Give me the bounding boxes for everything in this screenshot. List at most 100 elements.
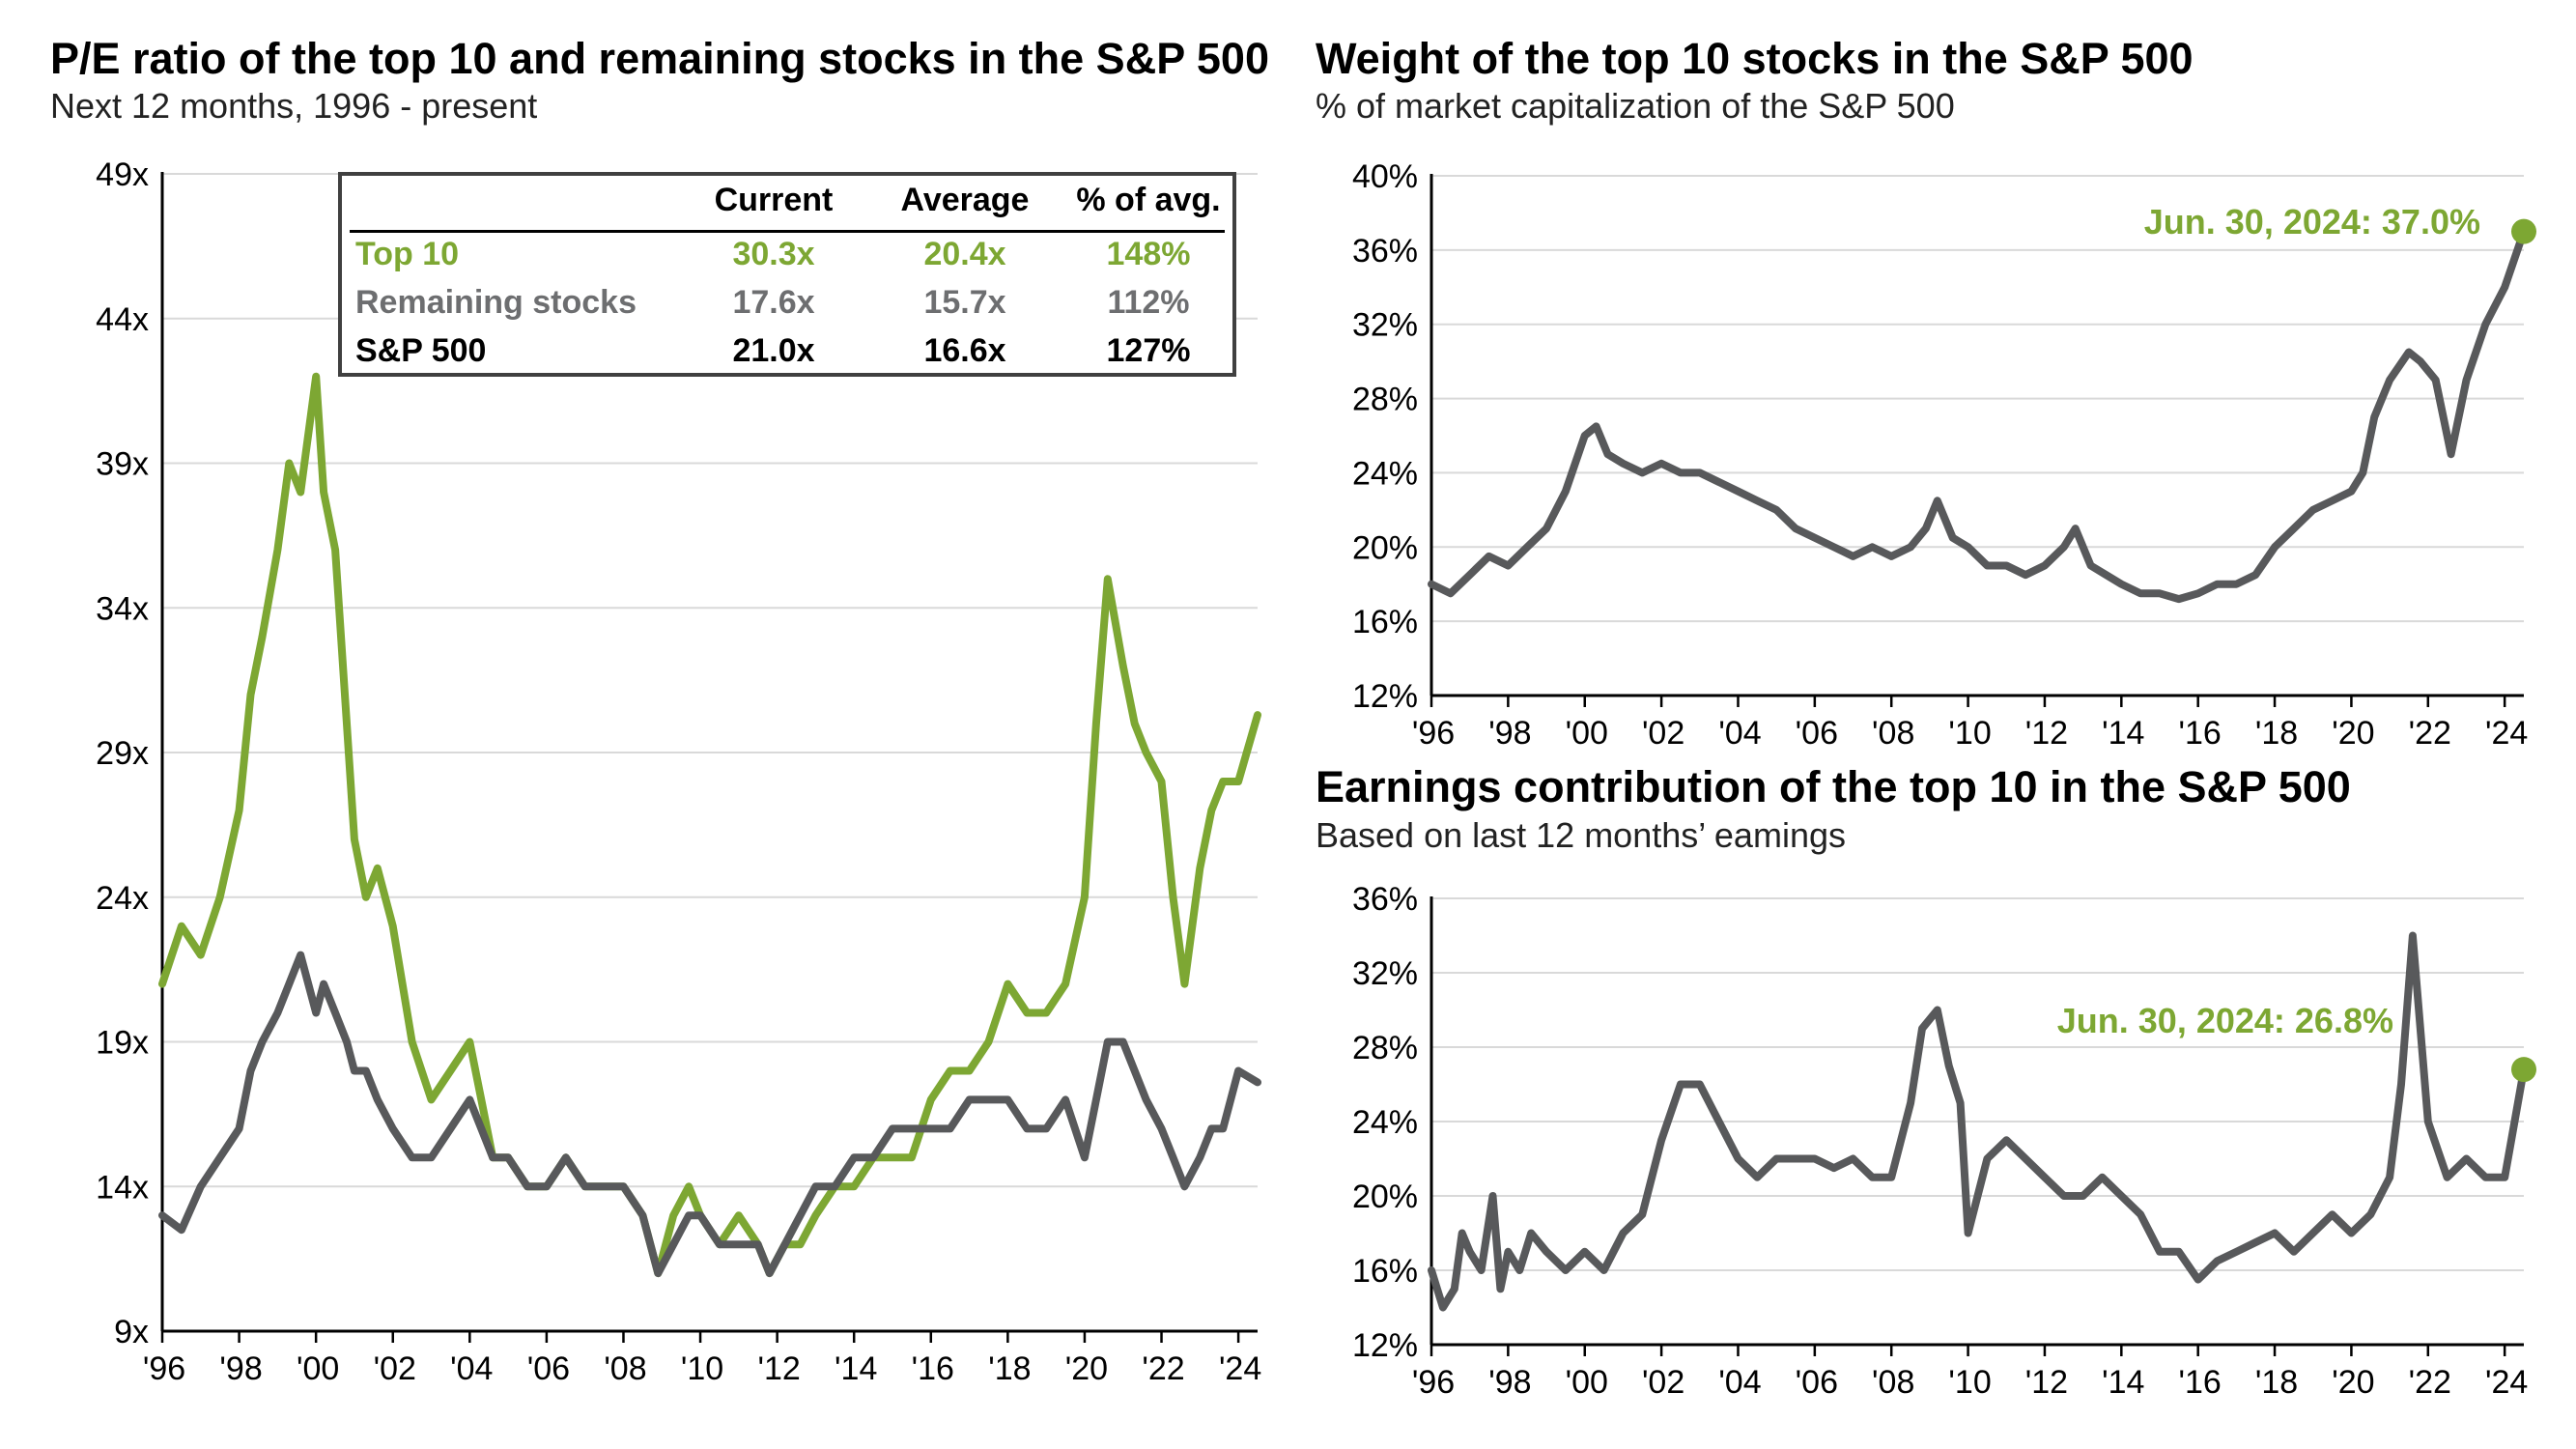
- y-tick-label: 44x: [96, 301, 149, 338]
- x-tick-label: '12: [2025, 1364, 2068, 1401]
- y-tick-label: 40%: [1352, 158, 1418, 195]
- x-tick-label: '16: [2179, 1364, 2222, 1401]
- x-tick-label: '00: [1566, 715, 1608, 752]
- x-tick-label: '12: [757, 1350, 800, 1387]
- x-tick-label: '14: [835, 1350, 877, 1387]
- series-line-0: [1428, 227, 2528, 604]
- x-tick-label: '06: [1796, 715, 1838, 752]
- latest-value-dot: [2511, 1057, 2536, 1083]
- x-tick-label: '18: [988, 1350, 1031, 1387]
- y-tick-label: 29x: [96, 735, 149, 772]
- x-tick-label: '00: [1566, 1364, 1608, 1401]
- x-tick-label: '98: [219, 1350, 262, 1387]
- x-tick-label: '20: [1065, 1350, 1108, 1387]
- y-tick-label: 16%: [1352, 1253, 1418, 1290]
- x-tick-label: '24: [2485, 715, 2528, 752]
- x-tick-label: '14: [2102, 1364, 2144, 1401]
- x-tick-label: '98: [1488, 1364, 1531, 1401]
- latest-value-annotation: Jun. 30, 2024: 26.8%: [2057, 1001, 2393, 1040]
- row-current: 21.0x: [732, 332, 815, 369]
- y-tick-label: 9x: [114, 1314, 149, 1350]
- x-tick-label: '04: [1718, 715, 1761, 752]
- x-tick-label: '08: [1872, 715, 1914, 752]
- x-tick-label: '02: [374, 1350, 416, 1387]
- series-line-1: [158, 951, 1261, 1278]
- pe-summary-table: Current Average % of avg. Top 10 30.3x 2…: [338, 172, 1236, 377]
- x-tick-label: '06: [527, 1350, 570, 1387]
- row-pct: 112%: [1107, 284, 1190, 321]
- x-tick-label: '22: [2409, 715, 2451, 752]
- x-tick-label: '10: [681, 1350, 723, 1387]
- table-row-remaining: Remaining stocks 17.6x 15.7x 112%: [342, 284, 1232, 330]
- x-tick-label: '20: [2332, 1364, 2374, 1401]
- pe-ratio-chart: 9x 14x 19x 24x 29x 34x 39x 44x 49x '96 '98 '00 '02 '0…: [96, 156, 1261, 1387]
- y-tick-label: 39x: [96, 446, 149, 483]
- table-row-sp500: S&P 500 21.0x 16.6x 127%: [342, 332, 1232, 379]
- x-tick-label: '96: [1412, 715, 1455, 752]
- x-tick-label: '24: [2485, 1364, 2528, 1401]
- earnings-chart-title: Earnings contribution of the top 10 in t…: [1316, 762, 2351, 811]
- series-line-0: [1428, 931, 2528, 1312]
- earnings-chart-subtitle: Based on last 12 months’ eamings: [1316, 815, 1846, 855]
- y-tick-label: 36%: [1352, 881, 1418, 918]
- pe-chart-title: P/E ratio of the top 10 and remaining st…: [50, 34, 1269, 83]
- y-tick-label: 24%: [1352, 1104, 1418, 1141]
- x-tick-label: '06: [1796, 1364, 1838, 1401]
- table-header-divider: [350, 230, 1225, 233]
- table-row-top10: Top 10 30.3x 20.4x 148%: [342, 236, 1232, 282]
- x-tick-label: '04: [450, 1350, 493, 1387]
- top10-weight-chart: 12% 16% 20% 24% 28% 32% 36% 40% '96 '98 '00 '02 '04 '…: [1352, 158, 2536, 752]
- y-tick-label: 20%: [1352, 529, 1418, 566]
- row-name: S&P 500: [355, 332, 487, 369]
- x-tick-label: '22: [2409, 1364, 2451, 1401]
- table-header-row: Current Average % of avg.: [342, 182, 1232, 228]
- y-tick-label: 24x: [96, 880, 149, 917]
- x-tick-label: '08: [604, 1350, 646, 1387]
- y-tick-label: 36%: [1352, 233, 1418, 270]
- x-tick-label: '18: [2255, 715, 2298, 752]
- x-tick-label: '08: [1872, 1364, 1914, 1401]
- y-tick-label: 19x: [96, 1025, 149, 1062]
- y-tick-label: 12%: [1352, 678, 1418, 715]
- row-current: 17.6x: [732, 284, 815, 321]
- latest-value-dot: [2511, 218, 2536, 244]
- y-tick-label: 32%: [1352, 955, 1418, 992]
- weight-chart-subtitle: % of market capitalization of the S&P 50…: [1316, 86, 1955, 126]
- row-average: 20.4x: [923, 236, 1006, 272]
- series-line-0: [158, 372, 1261, 1278]
- y-tick-label: 12%: [1352, 1327, 1418, 1364]
- y-tick-label: 24%: [1352, 455, 1418, 492]
- x-tick-label: '10: [1948, 1364, 1991, 1401]
- row-current: 30.3x: [732, 236, 815, 272]
- header-current: Current: [714, 182, 834, 218]
- x-tick-label: '98: [1488, 715, 1531, 752]
- row-pct: 148%: [1106, 236, 1191, 272]
- x-tick-label: '02: [1642, 1364, 1684, 1401]
- x-tick-label: '12: [2025, 715, 2068, 752]
- x-tick-label: '96: [143, 1350, 185, 1387]
- x-tick-label: '10: [1948, 715, 1991, 752]
- x-tick-label: '22: [1142, 1350, 1184, 1387]
- row-average: 15.7x: [923, 284, 1006, 321]
- x-tick-label: '14: [2102, 715, 2144, 752]
- earnings-contribution-chart: 12% 16% 20% 24% 28% 32% 36% '96 '98 '00 '02 '04 '06 '…: [1352, 881, 2536, 1401]
- y-tick-label: 28%: [1352, 382, 1418, 418]
- y-tick-label: 14x: [96, 1169, 149, 1206]
- row-average: 16.6x: [923, 332, 1006, 369]
- x-tick-label: '20: [2332, 715, 2374, 752]
- y-tick-label: 28%: [1352, 1030, 1418, 1066]
- y-tick-label: 16%: [1352, 604, 1418, 640]
- header-average: Average: [900, 182, 1030, 218]
- x-tick-label: '24: [1219, 1350, 1261, 1387]
- x-tick-label: '04: [1718, 1364, 1761, 1401]
- x-tick-label: '16: [2179, 715, 2222, 752]
- x-tick-label: '16: [912, 1350, 954, 1387]
- latest-value-annotation: Jun. 30, 2024: 37.0%: [2144, 202, 2480, 242]
- y-tick-label: 34x: [96, 590, 149, 627]
- weight-chart-title: Weight of the top 10 stocks in the S&P 5…: [1316, 34, 2194, 83]
- row-name: Top 10: [355, 236, 460, 272]
- y-tick-label: 20%: [1352, 1179, 1418, 1215]
- x-tick-label: '02: [1642, 715, 1684, 752]
- row-pct: 127%: [1106, 332, 1191, 369]
- y-tick-label: 32%: [1352, 307, 1418, 344]
